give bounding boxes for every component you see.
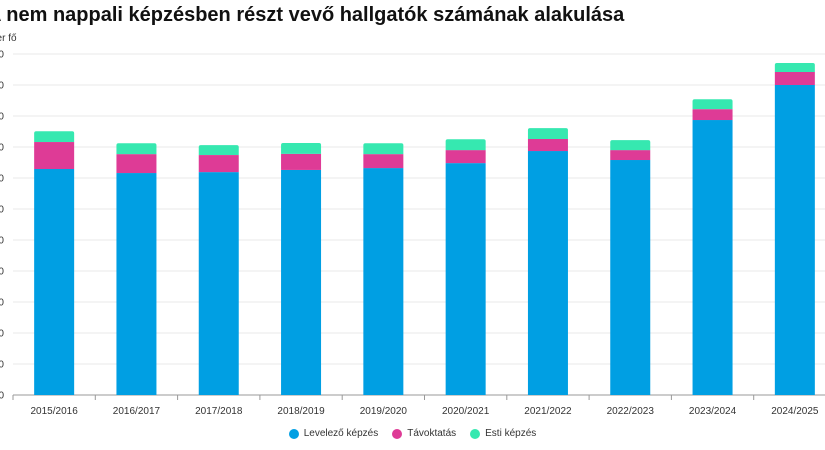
legend-dot bbox=[288, 428, 299, 439]
x-tick-label: 2017/2018 bbox=[195, 406, 243, 417]
legend-label: Levelező képzés bbox=[303, 428, 379, 439]
bar-segment bbox=[774, 85, 815, 395]
x-tick-label: 2024/2025 bbox=[771, 406, 819, 417]
legend-item-tavoktatas[interactable]: Távoktatás bbox=[392, 428, 456, 439]
x-tick-label: 2018/2019 bbox=[277, 406, 325, 417]
bar-segment bbox=[363, 154, 404, 169]
y-axis-unit-label: ezer fő bbox=[0, 33, 17, 44]
y-tick-label: 10 bbox=[0, 360, 4, 371]
bar-segment bbox=[610, 160, 651, 395]
bar-segment bbox=[116, 173, 157, 395]
bar-segment bbox=[34, 169, 75, 395]
x-tick-label: 2020/2021 bbox=[442, 406, 490, 417]
x-tick-label: 2016/2017 bbox=[113, 406, 161, 417]
y-tick-label: 90 bbox=[0, 112, 4, 123]
bar-segment bbox=[527, 151, 568, 395]
legend-item-esti[interactable]: Esti képzés bbox=[470, 428, 536, 439]
y-tick-label: 50 bbox=[0, 236, 4, 247]
y-tick-label: 60 bbox=[0, 205, 4, 216]
bar-segment bbox=[116, 143, 157, 155]
bar-segment bbox=[363, 168, 404, 395]
bar-segment bbox=[692, 120, 733, 395]
bar-segment bbox=[774, 62, 815, 72]
legend-label: Távoktatás bbox=[407, 428, 457, 439]
bar-segment bbox=[198, 145, 239, 156]
legend-item-levelezo[interactable]: Levelező képzés bbox=[288, 428, 379, 439]
bar-segment bbox=[610, 150, 651, 161]
legend-dot bbox=[392, 428, 403, 439]
bar-segment bbox=[281, 142, 322, 154]
bar-segment bbox=[116, 154, 157, 174]
legend: Levelező képzés Távoktatás Esti képzés bbox=[0, 428, 825, 439]
x-tick-label: 2019/2020 bbox=[360, 406, 408, 417]
x-tick-label: 2023/2024 bbox=[689, 406, 737, 417]
chart-title: A nem nappali képzésben részt vevő hallg… bbox=[0, 4, 625, 26]
bar-segment bbox=[445, 163, 486, 395]
x-tick-label: 2021/2022 bbox=[524, 406, 572, 417]
bar-segment bbox=[692, 109, 733, 121]
bar-segment bbox=[527, 128, 568, 139]
legend-dot bbox=[470, 428, 481, 439]
bar-segment bbox=[610, 140, 651, 151]
y-tick-label: 40 bbox=[0, 267, 4, 278]
bar-segment bbox=[774, 71, 815, 85]
y-tick-label: 70 bbox=[0, 174, 4, 185]
bar-segment bbox=[198, 155, 239, 173]
bar-segment bbox=[281, 169, 322, 395]
bar-segment bbox=[445, 139, 486, 151]
bar-segment bbox=[198, 172, 239, 395]
bar-segment bbox=[281, 153, 322, 170]
bar-segment bbox=[527, 138, 568, 152]
x-tick-label: 2022/2023 bbox=[607, 406, 655, 417]
y-tick-label: 110 bbox=[0, 50, 4, 61]
bar-segment bbox=[34, 131, 75, 143]
bar-segment bbox=[445, 150, 486, 164]
bar-segment bbox=[363, 143, 404, 155]
y-tick-label: 20 bbox=[0, 329, 4, 340]
bar-segment bbox=[692, 99, 733, 110]
y-tick-label: 100 bbox=[0, 81, 4, 92]
x-tick-label: 2015/2016 bbox=[31, 406, 79, 417]
y-tick-label: 30 bbox=[0, 298, 4, 309]
y-tick-label: 0 bbox=[0, 391, 4, 402]
bar-segment bbox=[34, 142, 75, 170]
y-tick-label: 80 bbox=[0, 143, 4, 154]
legend-label: Esti képzés bbox=[485, 428, 537, 439]
